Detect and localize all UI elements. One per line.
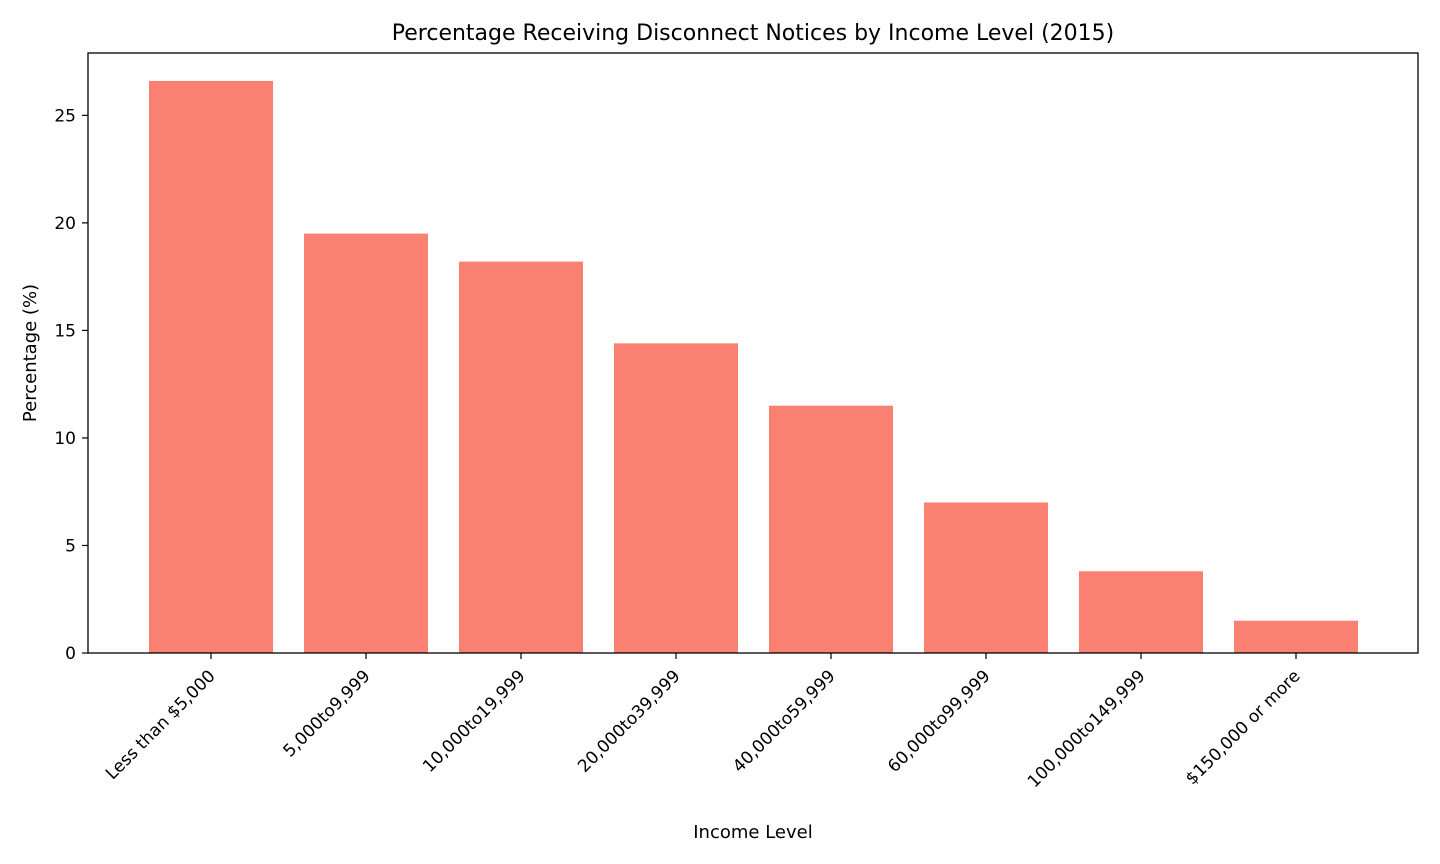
bars-group [149, 80, 1358, 654]
y-axis-label: Percentage (%) [20, 284, 41, 422]
y-tick-label-1: 5 [65, 536, 76, 556]
chart-title: Percentage Receiving Disconnect Notices … [392, 21, 1114, 46]
bar-2 [459, 261, 583, 653]
x-tick-label-1: 5,000to9,999 [279, 666, 374, 761]
x-tick-label-7: $150,000 or more [1182, 666, 1305, 789]
x-tick-label-2: 10,000to19,999 [419, 666, 529, 776]
bar-5 [924, 502, 1048, 653]
y-tick-label-3: 15 [54, 321, 76, 341]
bar-1 [304, 233, 428, 654]
bar-0 [149, 80, 273, 654]
bar-7 [1234, 620, 1358, 653]
bar-3 [614, 343, 738, 653]
y-tick-label-4: 20 [54, 214, 76, 234]
y-tick-label-2: 10 [54, 429, 76, 449]
y-tick-label-5: 25 [54, 106, 76, 126]
x-tick-label-3: 20,000to39,999 [574, 666, 684, 776]
x-tick-label-4: 40,000to59,999 [729, 666, 839, 776]
x-tick-label-0: Less than $5,000 [102, 666, 220, 784]
y-tick-label-0: 0 [65, 644, 76, 664]
x-tick-label-5: 60,000to99,999 [884, 666, 994, 776]
x-tick-label-6: 100,000to149,999 [1024, 666, 1150, 792]
bar-4 [769, 405, 893, 653]
y-axis: 0 5 10 15 20 25 [54, 106, 88, 664]
x-axis-label: Income Level [693, 822, 812, 843]
plot-frame [87, 52, 1419, 654]
x-axis: Less than $5,000 5,000to9,999 10,000to19,9… [102, 653, 1305, 792]
bar-6 [1079, 571, 1203, 653]
